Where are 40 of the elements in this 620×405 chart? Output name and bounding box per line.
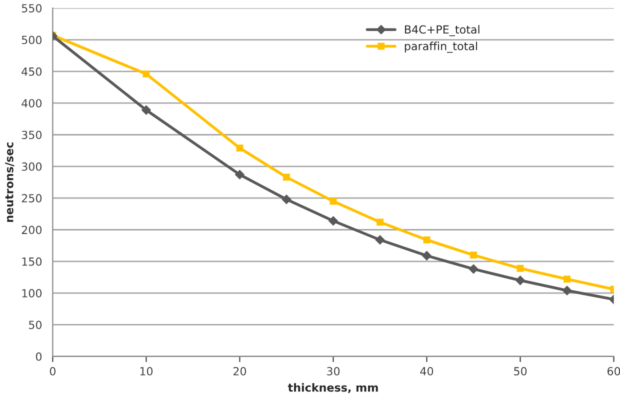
x-tick-label: 30: [327, 367, 340, 376]
y-tick-label: 300: [22, 162, 42, 171]
point: [234, 170, 245, 180]
legend-label: paraffin_total: [404, 42, 478, 53]
point: [236, 144, 244, 152]
point: [516, 264, 524, 272]
point: [422, 250, 432, 261]
point: [515, 275, 526, 286]
x-tick-label: 10: [140, 367, 153, 376]
point: [283, 174, 290, 181]
point: [328, 216, 338, 226]
y-tick-label: 100: [22, 289, 42, 298]
point: [142, 70, 150, 78]
y-axis-title: neutrons/sec: [5, 142, 14, 222]
y-tick-label: 150: [22, 257, 42, 266]
y-tick-label: 50: [29, 320, 42, 330]
x-tick-label: 20: [233, 367, 246, 376]
x-axis-title: thickness, mm: [288, 383, 378, 394]
y-tick-label: 200: [22, 226, 42, 234]
x-tick-label: 40: [420, 367, 434, 376]
x-tick-label: 0: [50, 367, 56, 376]
y-tick-label: 500: [22, 36, 42, 44]
x-tick-label: 50: [514, 367, 527, 376]
point: [141, 105, 152, 115]
point: [375, 234, 385, 245]
point: [376, 218, 384, 226]
legend-label: B4C+PE_total: [405, 25, 480, 36]
point: [468, 264, 478, 274]
y-tick-label: 250: [22, 194, 42, 202]
x-tick-label: 60: [608, 367, 620, 376]
point: [562, 286, 572, 296]
y-tick-label: 400: [22, 99, 42, 108]
point: [564, 276, 571, 283]
point: [423, 236, 430, 244]
y-tick-label: 450: [22, 67, 42, 76]
y-tick-label: 350: [22, 130, 42, 140]
point: [470, 252, 477, 259]
y-tick-label: 0: [36, 352, 42, 361]
y-tick-label: 550: [22, 4, 42, 12]
point: [282, 194, 292, 204]
